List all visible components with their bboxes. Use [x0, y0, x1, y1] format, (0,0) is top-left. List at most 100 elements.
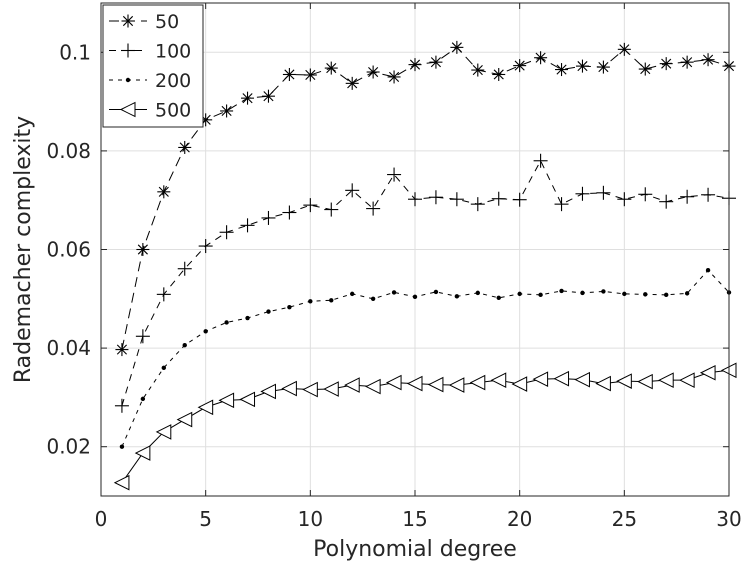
data-point: [511, 376, 528, 392]
data-point: [555, 63, 569, 77]
series-line: [121, 159, 730, 406]
data-point: [534, 51, 548, 65]
data-point: [471, 63, 485, 77]
data-point: [345, 183, 360, 198]
data-point: [454, 294, 460, 299]
data-point: [553, 370, 570, 387]
data-point: [622, 291, 627, 297]
y-tick-label: 0.1: [59, 40, 91, 64]
data-point: [370, 296, 376, 301]
x-axis-label: Polynomial degree: [313, 537, 517, 562]
data-point: [517, 291, 522, 297]
data-point: [680, 189, 695, 204]
data-point: [303, 68, 317, 82]
data-point: [281, 380, 297, 397]
data-point: [282, 205, 297, 220]
legend-label: 500: [155, 100, 191, 122]
data-point: [449, 192, 464, 207]
data-point: [701, 187, 716, 202]
data-point: [533, 153, 548, 168]
data-point: [470, 197, 485, 212]
legend-label: 200: [155, 70, 191, 92]
data-point: [385, 374, 402, 391]
data-point: [490, 372, 507, 388]
data-point: [323, 381, 339, 397]
legend-item: 200: [109, 70, 191, 92]
data-point: [664, 292, 669, 298]
data-point: [266, 309, 271, 314]
y-tick-label: 0.02: [46, 435, 91, 459]
legend-box: [102, 4, 204, 128]
data-point: [617, 192, 632, 207]
data-point: [643, 292, 648, 297]
series-50: [115, 40, 736, 357]
data-point: [113, 474, 130, 491]
data-point: [513, 59, 527, 73]
data-point: [491, 191, 506, 206]
legend-label: 100: [155, 41, 191, 63]
data-point: [119, 444, 125, 449]
data-point: [596, 185, 611, 200]
data-point: [203, 329, 208, 334]
data-point: [680, 55, 694, 69]
data-point: [136, 243, 150, 256]
data-point: [616, 373, 632, 389]
data-point: [308, 299, 313, 304]
data-point: [140, 396, 146, 402]
data-point: [345, 76, 359, 90]
data-point: [448, 377, 465, 393]
data-point: [177, 261, 192, 276]
x-tick-label: 0: [95, 507, 108, 531]
data-point: [658, 372, 674, 388]
data-point: [469, 374, 486, 391]
data-point: [699, 364, 716, 381]
data-point: [241, 91, 255, 105]
data-point: [182, 342, 187, 348]
data-point: [638, 187, 653, 202]
data-point: [239, 391, 256, 408]
data-point: [155, 424, 172, 440]
data-point: [344, 377, 360, 393]
data-point: [220, 104, 234, 118]
data-point: [282, 67, 296, 81]
data-point: [428, 190, 443, 205]
data-point: [366, 201, 381, 216]
x-tick-label: 25: [612, 507, 637, 531]
data-point: [261, 210, 276, 225]
data-point: [427, 376, 444, 393]
data-point: [324, 202, 339, 217]
y-axis-label: Rademacher complexity: [11, 116, 36, 383]
data-point: [574, 371, 590, 388]
data-point: [197, 399, 214, 416]
data-point: [575, 59, 589, 73]
data-point: [601, 289, 606, 294]
data-point: [408, 58, 422, 72]
data-point: [684, 291, 690, 296]
legend-marker: [121, 43, 135, 58]
data-point: [580, 290, 585, 296]
legend-marker: [125, 77, 131, 83]
data-point: [387, 70, 401, 84]
series-layer: [113, 40, 737, 491]
x-tick-label: 30: [716, 507, 741, 531]
data-point: [387, 167, 402, 182]
data-point: [161, 365, 166, 371]
series-line: [121, 269, 730, 447]
data-point: [637, 373, 653, 390]
tick-layer: 0 5 10 15 20 25 30 0.02 0.04 0.06 0.08 0.1: [46, 3, 741, 531]
legend-label: 50: [155, 11, 179, 33]
data-point: [261, 89, 275, 103]
x-tick-label: 20: [507, 507, 532, 531]
data-point: [617, 42, 631, 56]
data-point: [705, 268, 711, 273]
data-point: [701, 53, 715, 67]
x-tick-label: 15: [402, 507, 427, 531]
data-point: [365, 378, 381, 395]
data-point: [450, 40, 464, 54]
data-point: [114, 398, 129, 413]
data-point: [260, 383, 276, 400]
data-point: [408, 192, 422, 207]
data-point: [554, 197, 569, 212]
data-point: [302, 381, 318, 398]
